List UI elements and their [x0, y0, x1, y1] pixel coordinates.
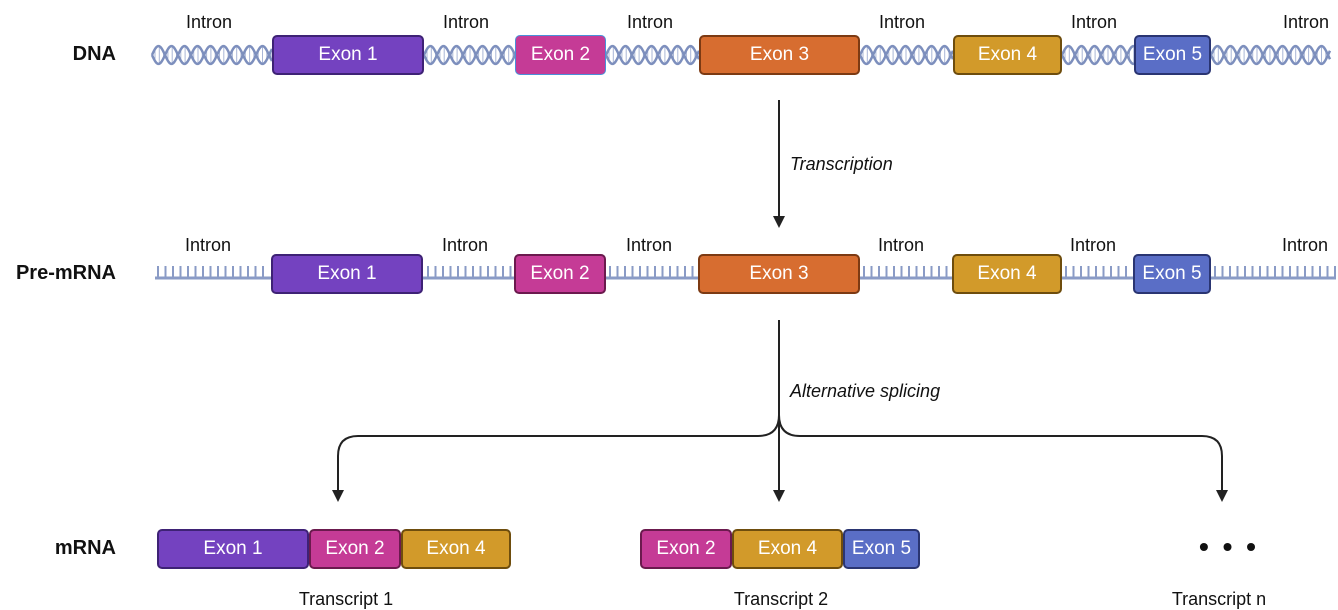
mrna-row-label: mRNA [54, 537, 116, 559]
pre-mrna-exon-1: Exon 1 [271, 254, 423, 294]
arrowhead-transcript-n [1216, 490, 1228, 502]
alternative-splicing-label: Alternative splicing [790, 381, 941, 401]
transcript-2-exon-4: Exon 4 [732, 529, 843, 569]
arrowhead-transcript-2 [773, 490, 785, 502]
pre-mrna-intron-2: Intron [442, 235, 489, 255]
dna-intron-6: Intron [1283, 12, 1330, 32]
transcript-1-exon-4: Exon 4 [401, 529, 511, 569]
transcript-2-exon-5: Exon 5 [843, 529, 920, 569]
pre-mrna-exon-3: Exon 3 [698, 254, 860, 294]
arrowhead-transcript-1 [332, 490, 344, 502]
pre-mrna-intron-1: Intron [185, 235, 232, 255]
transcript-2-exon-2: Exon 2 [640, 529, 732, 569]
transcription-arrow [773, 100, 785, 228]
dna-intron-3: Intron [627, 12, 674, 32]
dna-intron-1: Intron [186, 12, 233, 32]
transcript-1-exon-1: Exon 1 [157, 529, 309, 569]
transcript-1-label: Transcript 1 [298, 589, 394, 609]
dna-intron-2: Intron [443, 12, 490, 32]
dna-intron-4: Intron [879, 12, 926, 32]
pre-mrna-intron-6: Intron [1282, 235, 1329, 255]
dna-exon-2: Exon 2 [515, 35, 606, 75]
dna-intron-5: Intron [1071, 12, 1118, 32]
dna-exon-3: Exon 3 [699, 35, 860, 75]
dna-row-label: DNA [72, 43, 116, 65]
pre-mrna-intron-3: Intron [626, 235, 673, 255]
transcript-n-label: Transcript n [1171, 589, 1267, 609]
pre-mrna-intron-4: Intron [878, 235, 925, 255]
transcript-1-exon-2: Exon 2 [309, 529, 401, 569]
dna-double-helix [150, 44, 1332, 66]
dna-exon-1: Exon 1 [272, 35, 424, 75]
pre-mrna-row-label: Pre-mRNA [15, 262, 116, 284]
dna-exon-5: Exon 5 [1134, 35, 1211, 75]
transcript-2-label: Transcript 2 [733, 589, 829, 609]
dna-exon-4: Exon 4 [953, 35, 1062, 75]
splicing-arrows [337, 320, 1223, 492]
more-transcripts-ellipsis: • • • [1199, 531, 1259, 562]
pre-mrna-exon-5: Exon 5 [1133, 254, 1211, 294]
transcription-label: Transcription [790, 154, 893, 174]
pre-mrna-exon-4: Exon 4 [952, 254, 1062, 294]
pre-mrna-intron-5: Intron [1070, 235, 1117, 255]
pre-mrna-exon-2: Exon 2 [514, 254, 606, 294]
